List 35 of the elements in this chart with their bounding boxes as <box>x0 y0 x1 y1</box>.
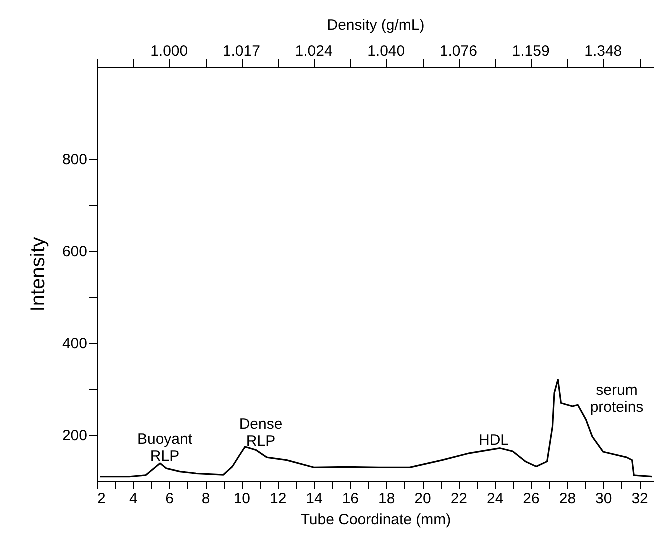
annotation: serum proteins <box>590 382 644 416</box>
x-tick-label: 30 <box>596 490 612 508</box>
x-tick-label: 4 <box>129 490 138 508</box>
y-tick-label: 600 <box>62 244 88 260</box>
y-tick-label: 800 <box>62 152 88 168</box>
x-tick-label: 14 <box>306 490 323 508</box>
x-tick-label: 28 <box>559 490 576 508</box>
x-tick-label: 26 <box>523 490 540 508</box>
text: 1.017 <box>222 43 260 60</box>
x2-axis-title: Density (g/mL) <box>327 17 425 34</box>
x-axis-title: Tube Coordinate (mm) <box>300 512 452 528</box>
text: 1.348 <box>584 43 622 60</box>
x-tick-label: 10 <box>234 490 251 508</box>
text: 1.000 <box>150 43 188 60</box>
annotation: HDL <box>478 432 510 449</box>
annotation: Dense RLP <box>239 416 283 450</box>
text: 1.040 <box>368 43 406 60</box>
x-tick-label: 16 <box>342 490 360 508</box>
x-tick-label: 6 <box>166 490 174 508</box>
annotation: Buoyant RLP <box>137 431 194 465</box>
x-tick-label: 20 <box>414 490 432 508</box>
x-tick-label: 2 <box>98 490 106 508</box>
x-tick-label: 18 <box>378 490 396 508</box>
x-tick-label: 24 <box>487 490 504 508</box>
y-axis-title: Intensity <box>27 237 50 312</box>
x-tick-label: 32 <box>632 490 648 508</box>
x-tick-label: 22 <box>450 490 468 508</box>
y-tick-label: 200 <box>62 428 88 444</box>
y-tick-label: 400 <box>62 336 88 352</box>
line-series <box>99 379 653 478</box>
x-tick-label: 12 <box>270 490 287 508</box>
text: 1.076 <box>440 43 478 60</box>
text: 1.159 <box>512 43 550 60</box>
text: 1.024 <box>295 43 333 60</box>
x-tick-label: 8 <box>202 490 210 508</box>
